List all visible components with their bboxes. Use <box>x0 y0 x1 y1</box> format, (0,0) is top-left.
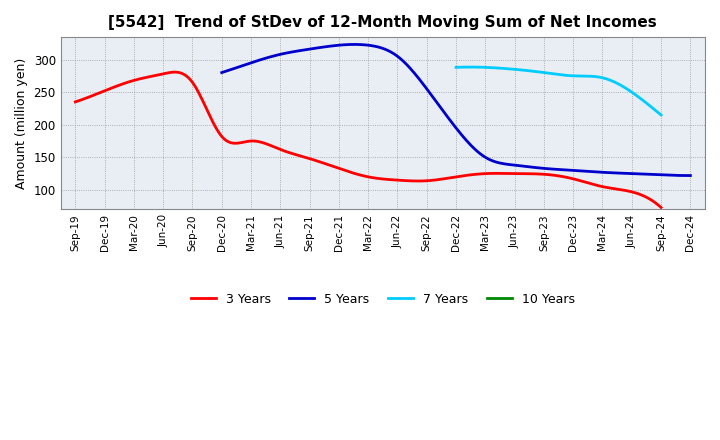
5 Years <box>685 173 693 178</box>
5 Years <box>219 70 228 75</box>
3 Years <box>171 70 179 75</box>
3 Years <box>73 99 81 104</box>
5 Years <box>644 172 652 177</box>
5 Years <box>496 161 505 166</box>
Line: 3 Years: 3 Years <box>76 72 661 208</box>
Title: [5542]  Trend of StDev of 12-Month Moving Sum of Net Incomes: [5542] Trend of StDev of 12-Month Moving… <box>109 15 657 30</box>
7 Years <box>575 73 583 79</box>
Legend: 3 Years, 5 Years, 7 Years, 10 Years: 3 Years, 5 Years, 7 Years, 10 Years <box>186 288 580 311</box>
3 Years <box>567 176 575 181</box>
3 Years <box>422 178 431 183</box>
7 Years <box>466 64 474 70</box>
7 Years <box>451 65 460 70</box>
3 Years <box>420 178 428 183</box>
Line: 7 Years: 7 Years <box>456 67 661 115</box>
3 Years <box>71 99 80 105</box>
3 Years <box>604 185 613 191</box>
5 Years <box>686 173 695 178</box>
5 Years <box>351 42 359 47</box>
3 Years <box>657 205 665 210</box>
7 Years <box>578 73 587 79</box>
Y-axis label: Amount (million yen): Amount (million yen) <box>15 58 28 189</box>
7 Years <box>452 65 461 70</box>
7 Years <box>657 112 665 117</box>
Line: 5 Years: 5 Years <box>222 44 690 176</box>
5 Years <box>217 70 226 75</box>
5 Years <box>498 161 507 166</box>
5 Years <box>614 170 623 176</box>
7 Years <box>625 88 634 93</box>
3 Years <box>431 177 440 183</box>
7 Years <box>574 73 582 79</box>
7 Years <box>638 97 647 103</box>
5 Years <box>506 162 515 167</box>
